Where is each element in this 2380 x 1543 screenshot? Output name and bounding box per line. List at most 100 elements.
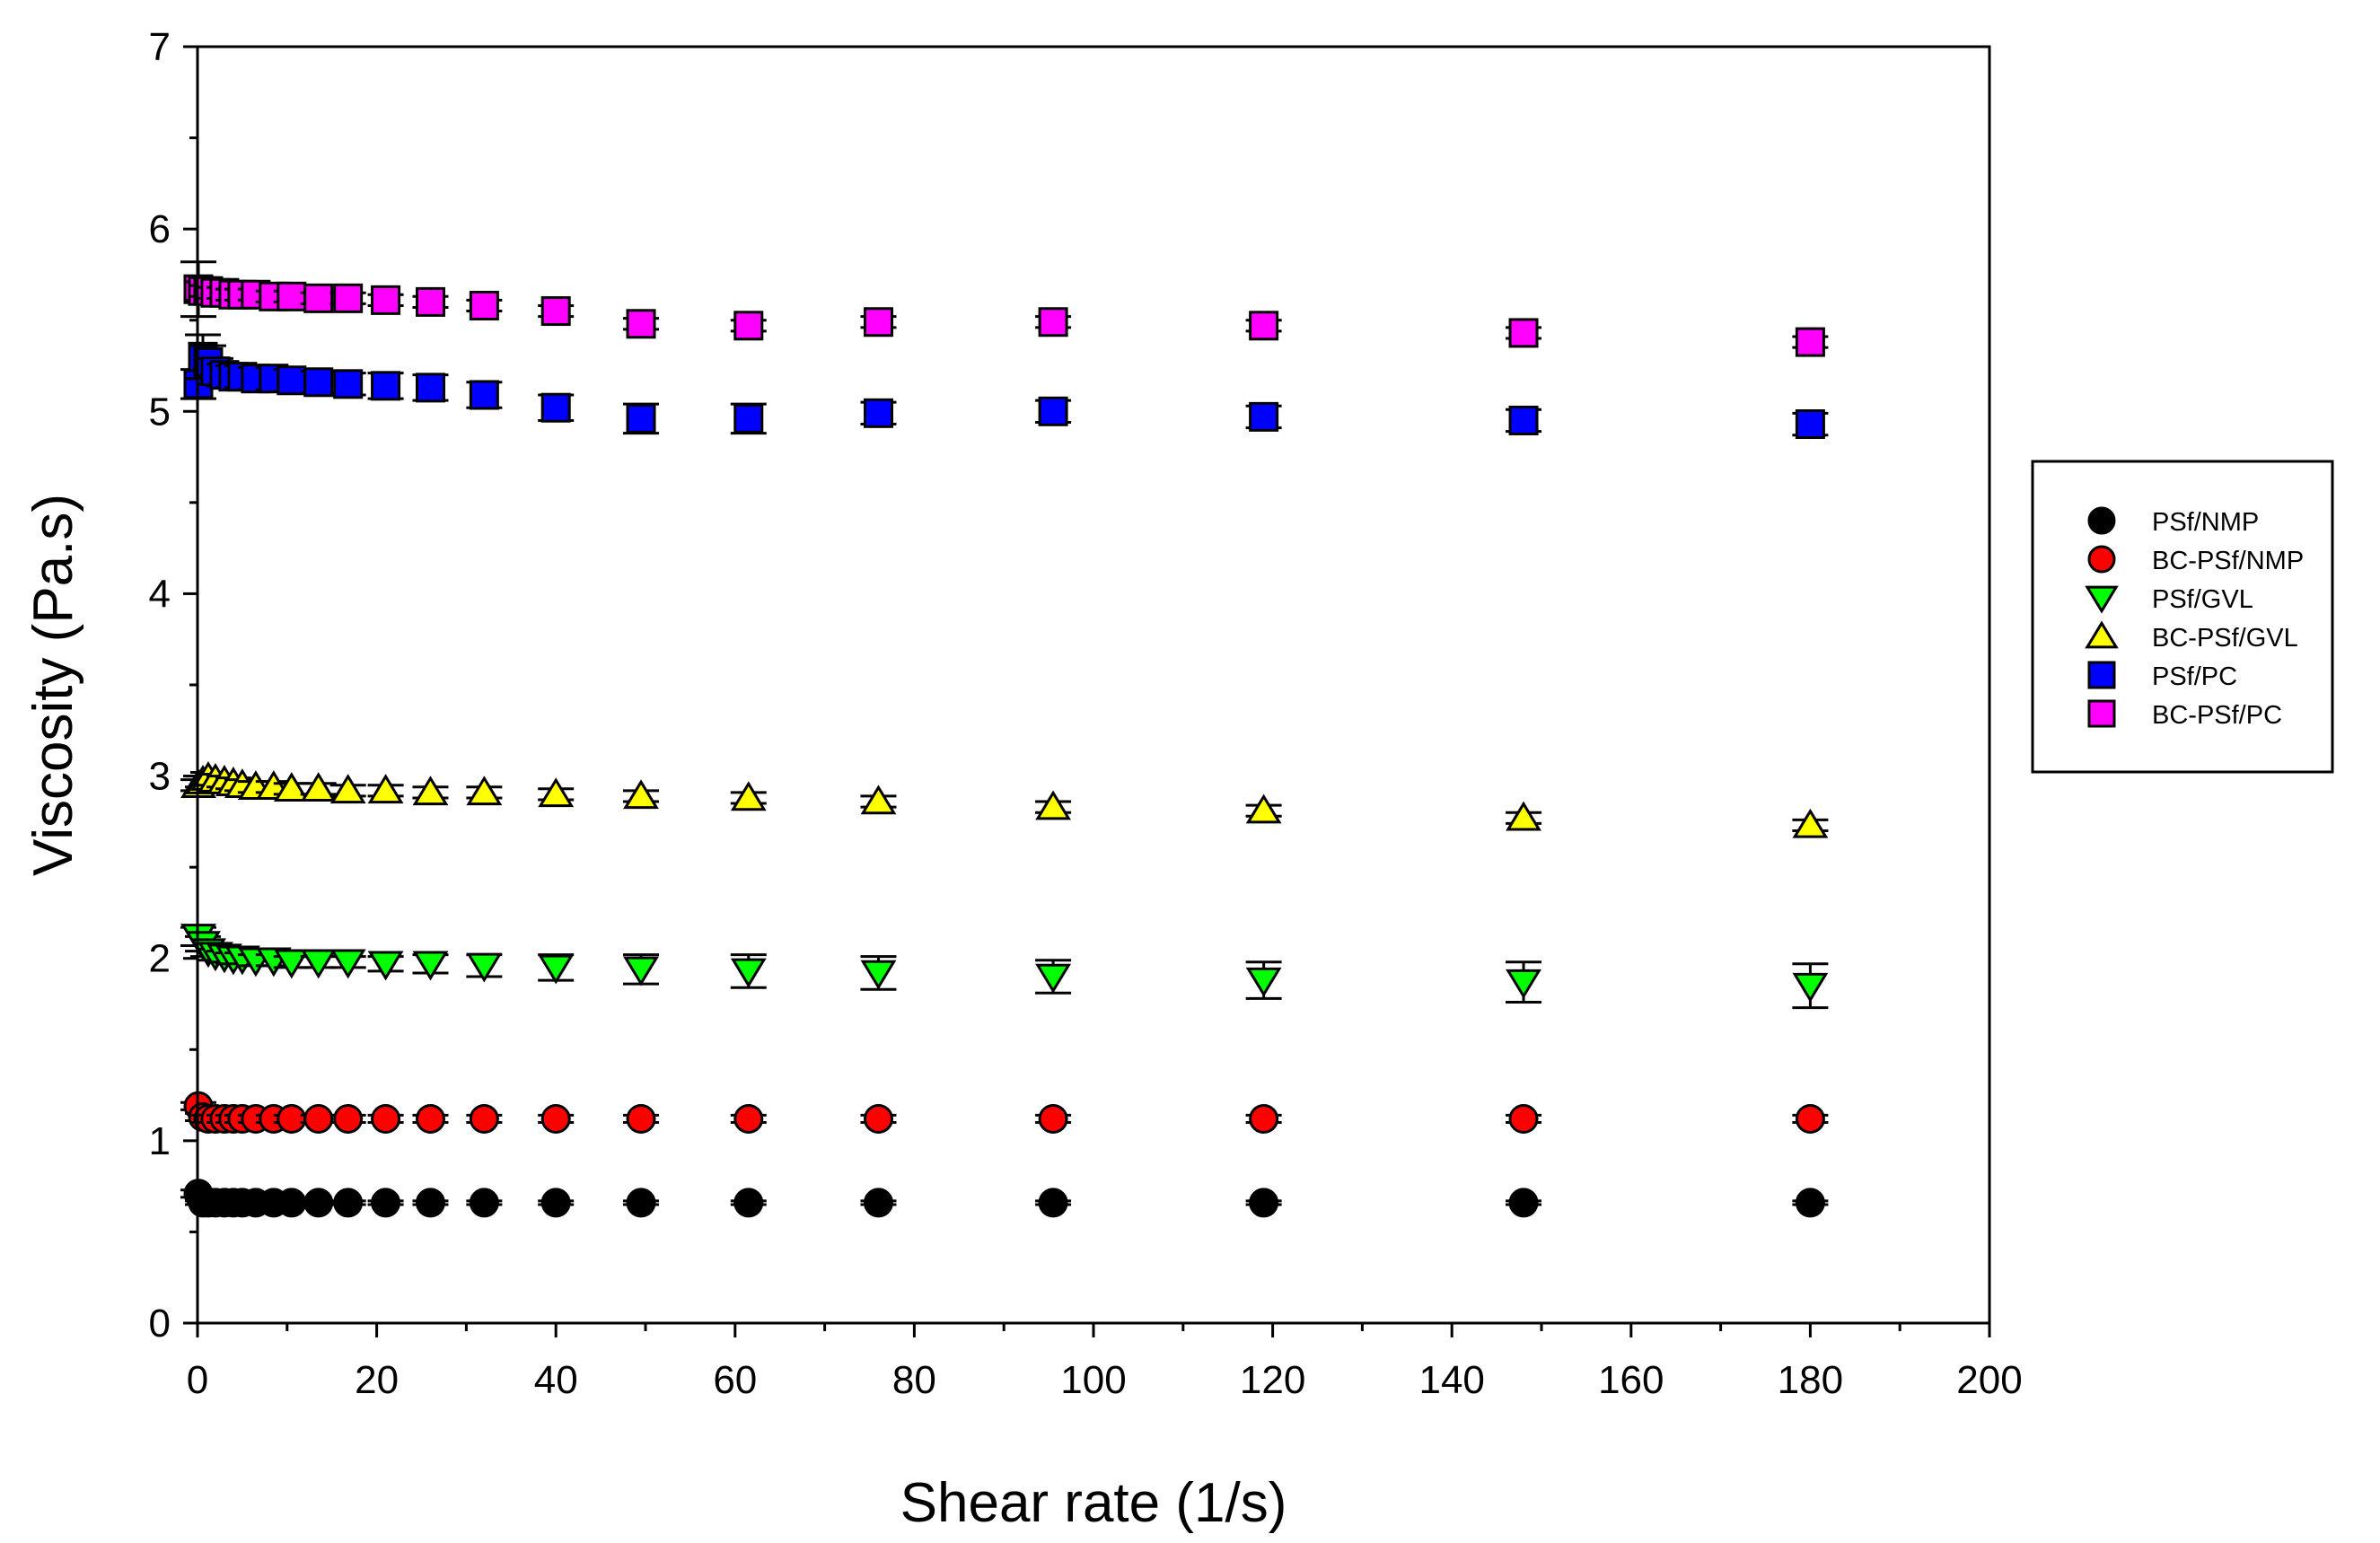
data-point bbox=[860, 960, 897, 990]
y-tick-label: 5 bbox=[149, 390, 171, 434]
data-point bbox=[371, 285, 401, 315]
data-point bbox=[1508, 405, 1539, 435]
legend-symbol bbox=[2087, 699, 2116, 728]
data-point bbox=[1038, 396, 1068, 426]
data-point bbox=[1249, 1103, 1279, 1134]
data-point bbox=[863, 1188, 893, 1218]
data-point bbox=[273, 949, 310, 979]
data-point bbox=[469, 1188, 499, 1218]
data-point bbox=[277, 281, 307, 311]
x-tick-label: 20 bbox=[355, 1358, 399, 1402]
data-point bbox=[412, 776, 449, 806]
data-point bbox=[466, 776, 503, 806]
legend-label: BC-PSf/PC bbox=[2152, 701, 2282, 730]
data-point bbox=[469, 380, 499, 410]
x-tick-label: 40 bbox=[534, 1358, 578, 1402]
legend-symbol bbox=[2085, 585, 2119, 614]
data-point bbox=[1035, 963, 1072, 994]
data-point bbox=[863, 1103, 893, 1134]
data-point bbox=[540, 296, 571, 327]
data-point bbox=[412, 951, 449, 981]
legend-label: PSf/PC bbox=[2152, 662, 2237, 691]
legend-box bbox=[2031, 460, 2334, 774]
data-point bbox=[329, 949, 366, 979]
data-point bbox=[1245, 793, 1282, 824]
data-point bbox=[1508, 1188, 1539, 1218]
legend: PSf/NMP BC-PSf/NMP PSf/GVL BC-PSf/GVL PSf/PC… bbox=[2031, 460, 2334, 774]
data-point bbox=[367, 774, 404, 804]
data-point bbox=[733, 1103, 764, 1134]
y-tick-label: 6 bbox=[149, 207, 171, 251]
data-point bbox=[277, 1103, 307, 1134]
data-point bbox=[863, 398, 893, 428]
data-point bbox=[1038, 1188, 1068, 1218]
data-point bbox=[538, 777, 575, 808]
data-point bbox=[367, 951, 404, 981]
x-tick-label: 140 bbox=[1418, 1358, 1484, 1402]
data-point bbox=[1792, 808, 1829, 838]
legend-label: PSf/NMP bbox=[2152, 508, 2259, 537]
data-point bbox=[733, 1188, 764, 1218]
series-psf-pc bbox=[180, 333, 1829, 440]
data-point bbox=[300, 772, 337, 802]
series-bc-psf-gvl bbox=[180, 760, 1829, 838]
data-point bbox=[333, 1188, 364, 1218]
data-point bbox=[329, 774, 366, 804]
data-point bbox=[1035, 790, 1072, 820]
data-point bbox=[303, 1188, 334, 1218]
data-point bbox=[1506, 801, 1541, 831]
data-point bbox=[730, 781, 767, 811]
data-point bbox=[466, 952, 503, 983]
data-point bbox=[1795, 409, 1825, 440]
data-point bbox=[303, 367, 334, 398]
data-point bbox=[333, 1103, 364, 1134]
data-point bbox=[1249, 311, 1279, 341]
y-tick-label: 3 bbox=[149, 755, 171, 799]
data-point bbox=[540, 1103, 571, 1134]
data-point bbox=[333, 369, 364, 399]
y-axis: 0 1 2 3 4 5 6 7 bbox=[149, 25, 198, 1346]
data-point bbox=[1249, 401, 1279, 432]
data-marks bbox=[180, 260, 1829, 1218]
data-point bbox=[300, 949, 337, 979]
data-point bbox=[1245, 967, 1282, 997]
data-point bbox=[371, 1103, 401, 1134]
y-axis-title: Viscosity (Pa.s) bbox=[22, 494, 84, 876]
data-point bbox=[415, 286, 445, 317]
data-point bbox=[1038, 1103, 1068, 1134]
data-point bbox=[371, 1188, 401, 1218]
data-point bbox=[273, 772, 310, 802]
x-tick-label: 200 bbox=[1956, 1358, 2022, 1402]
data-point bbox=[303, 283, 334, 313]
data-point bbox=[415, 373, 445, 403]
x-tick-label: 60 bbox=[713, 1358, 757, 1402]
series-psf-gvl bbox=[180, 924, 1829, 1010]
data-point bbox=[1795, 1103, 1825, 1134]
data-point bbox=[415, 1103, 445, 1134]
data-point bbox=[303, 1103, 334, 1134]
data-point bbox=[1249, 1188, 1279, 1218]
legend-label: BC-PSf/NMP bbox=[2152, 547, 2304, 575]
y-tick-label: 4 bbox=[149, 572, 171, 616]
legend-label: PSf/GVL bbox=[2152, 585, 2253, 614]
x-axis: 0 20 40 60 80 100 120 140 160 180 200 bbox=[187, 1323, 2023, 1402]
data-point bbox=[860, 785, 897, 815]
x-tick-label: 160 bbox=[1598, 1358, 1664, 1402]
legend-symbol bbox=[2087, 661, 2116, 689]
y-tick-label: 1 bbox=[149, 1119, 171, 1163]
data-point bbox=[469, 290, 499, 320]
legend-symbol bbox=[2087, 506, 2116, 535]
data-point bbox=[1795, 1188, 1825, 1218]
y-tick-label: 7 bbox=[149, 25, 171, 69]
data-point bbox=[623, 779, 659, 810]
legend-symbol bbox=[2087, 545, 2116, 574]
data-point bbox=[626, 403, 656, 434]
data-point bbox=[415, 1188, 445, 1218]
data-point bbox=[1038, 307, 1068, 338]
data-point bbox=[1508, 318, 1539, 348]
x-tick-label: 0 bbox=[187, 1358, 208, 1402]
data-point bbox=[540, 392, 571, 423]
data-point bbox=[371, 371, 401, 401]
x-axis-title: Shear rate (1/s) bbox=[900, 1472, 1287, 1534]
